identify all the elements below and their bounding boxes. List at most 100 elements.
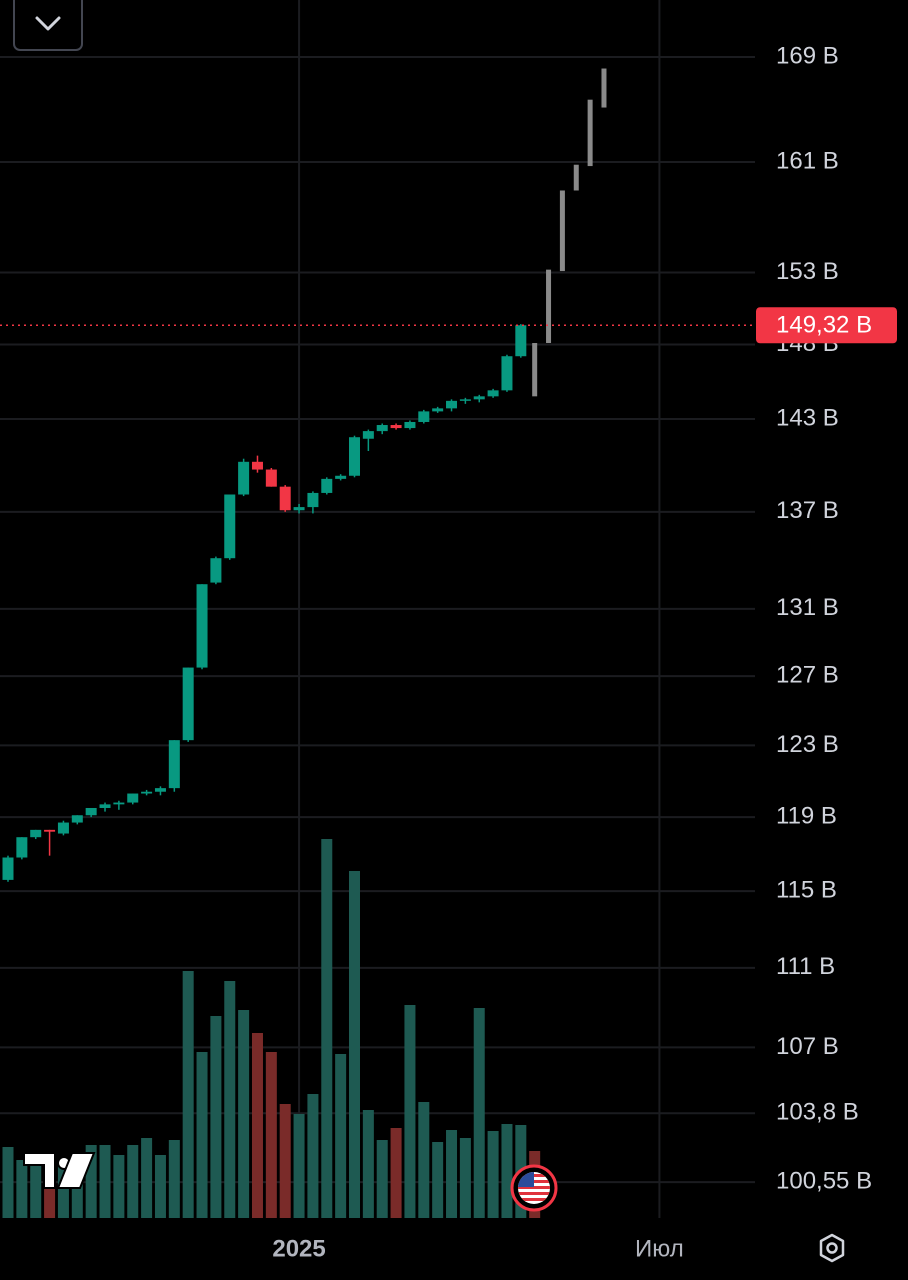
y-tick-label: 131 B: [776, 594, 839, 621]
last-price-box: [756, 307, 897, 344]
candle-body: [293, 507, 305, 511]
collapse-button[interactable]: [13, 0, 83, 51]
candle-body: [473, 396, 485, 400]
candle-body: [2, 857, 14, 880]
volume-bar: [210, 1016, 222, 1218]
grid: [0, 0, 755, 1218]
candle-body: [279, 486, 291, 511]
candle-body: [487, 390, 499, 397]
candle-body: [349, 437, 360, 476]
volume-bar: [404, 1005, 416, 1218]
volume-bar: [2, 1147, 14, 1218]
candle-body: [321, 478, 333, 493]
candle-body: [238, 461, 250, 495]
volume-bar: [446, 1130, 458, 1218]
y-tick-label: 143 B: [776, 404, 839, 431]
candle-body: [265, 469, 277, 487]
y-tick-label: 127 B: [776, 661, 839, 688]
candle-body: [30, 829, 42, 838]
candle-body: [210, 558, 222, 583]
candle-body: [335, 475, 347, 479]
candle-body: [224, 494, 236, 559]
candle-body: [16, 837, 28, 858]
volume-bar: [279, 1104, 291, 1218]
volume-bar: [376, 1140, 388, 1218]
projection-bar: [601, 68, 607, 108]
volume-bar: [251, 1033, 263, 1218]
y-tick-label: 169 B: [776, 42, 839, 69]
candle-body: [196, 584, 208, 668]
volume-bar: [501, 1124, 513, 1218]
volume-bar: [362, 1110, 374, 1218]
candle-body: [459, 399, 471, 401]
projection-bar: [532, 343, 538, 397]
candle-body: [182, 667, 194, 741]
candle-body: [168, 740, 180, 789]
candle-body: [251, 461, 263, 470]
volume-pane: [2, 839, 541, 1218]
gear-hole[interactable]: [826, 1242, 838, 1254]
volume-bar: [44, 1165, 56, 1218]
volume-bar: [30, 1160, 42, 1218]
volume-bar: [418, 1102, 430, 1218]
candle-body: [113, 802, 125, 805]
button-frame[interactable]: [13, 0, 83, 51]
candle-body: [418, 411, 430, 422]
volume-bar: [487, 1131, 499, 1218]
flag-stripe: [518, 1198, 550, 1201]
projection-bar: [559, 190, 565, 272]
volume-bar: [238, 1010, 250, 1218]
volume-bar: [127, 1145, 139, 1218]
candle-body: [44, 829, 56, 832]
y-tick-label: 103,8 B: [776, 1099, 859, 1126]
projection-bar: [587, 99, 593, 167]
candle-body: [71, 815, 83, 823]
logo-part: [23, 1152, 56, 1189]
x-tick-label: 2025: [272, 1235, 325, 1262]
volume-bar: [473, 1008, 485, 1218]
candle-body: [404, 421, 416, 429]
volume-bar: [168, 1140, 180, 1218]
volume-bar: [224, 981, 236, 1218]
projection-bar: [546, 269, 552, 344]
volume-bar: [99, 1145, 111, 1218]
y-tick-label: 123 B: [776, 731, 839, 758]
candle-body: [154, 788, 166, 792]
candle-body: [501, 356, 513, 391]
logo-part: [56, 1152, 96, 1189]
volume-bar: [196, 1052, 208, 1218]
volume-bar: [293, 1114, 305, 1218]
volume-bar: [307, 1094, 319, 1218]
volume-bar: [321, 839, 333, 1218]
candles: [2, 68, 607, 882]
candle-body: [85, 807, 97, 816]
flag-stripe: [518, 1186, 550, 1189]
volume-bar: [113, 1155, 125, 1218]
volume-bar: [85, 1145, 97, 1218]
event-flag[interactable]: [510, 1164, 558, 1212]
gear-icon[interactable]: [819, 1233, 845, 1263]
y-tick-label: 111 B: [776, 953, 835, 980]
y-tick-label: 107 B: [776, 1033, 839, 1060]
volume-bar: [265, 1052, 277, 1218]
y-tick-label: 100,55 B: [776, 1167, 872, 1194]
y-tick-label: 119 B: [776, 802, 837, 829]
candle-body: [376, 425, 388, 432]
chevron-icon[interactable]: [35, 16, 61, 31]
flag-stripe: [518, 1192, 550, 1195]
volume-bar: [182, 971, 194, 1218]
candle-body: [390, 425, 402, 429]
candle-body: [446, 400, 458, 409]
volume-bar: [349, 871, 360, 1218]
candle-body: [57, 822, 69, 834]
volume-bar: [390, 1128, 402, 1218]
y-tick-label: 115 B: [776, 877, 837, 904]
candle-body: [127, 793, 139, 803]
volume-bar: [459, 1138, 471, 1218]
candle-body: [362, 431, 374, 439]
settings-button[interactable]: [819, 1233, 845, 1263]
volume-bar: [141, 1138, 153, 1218]
